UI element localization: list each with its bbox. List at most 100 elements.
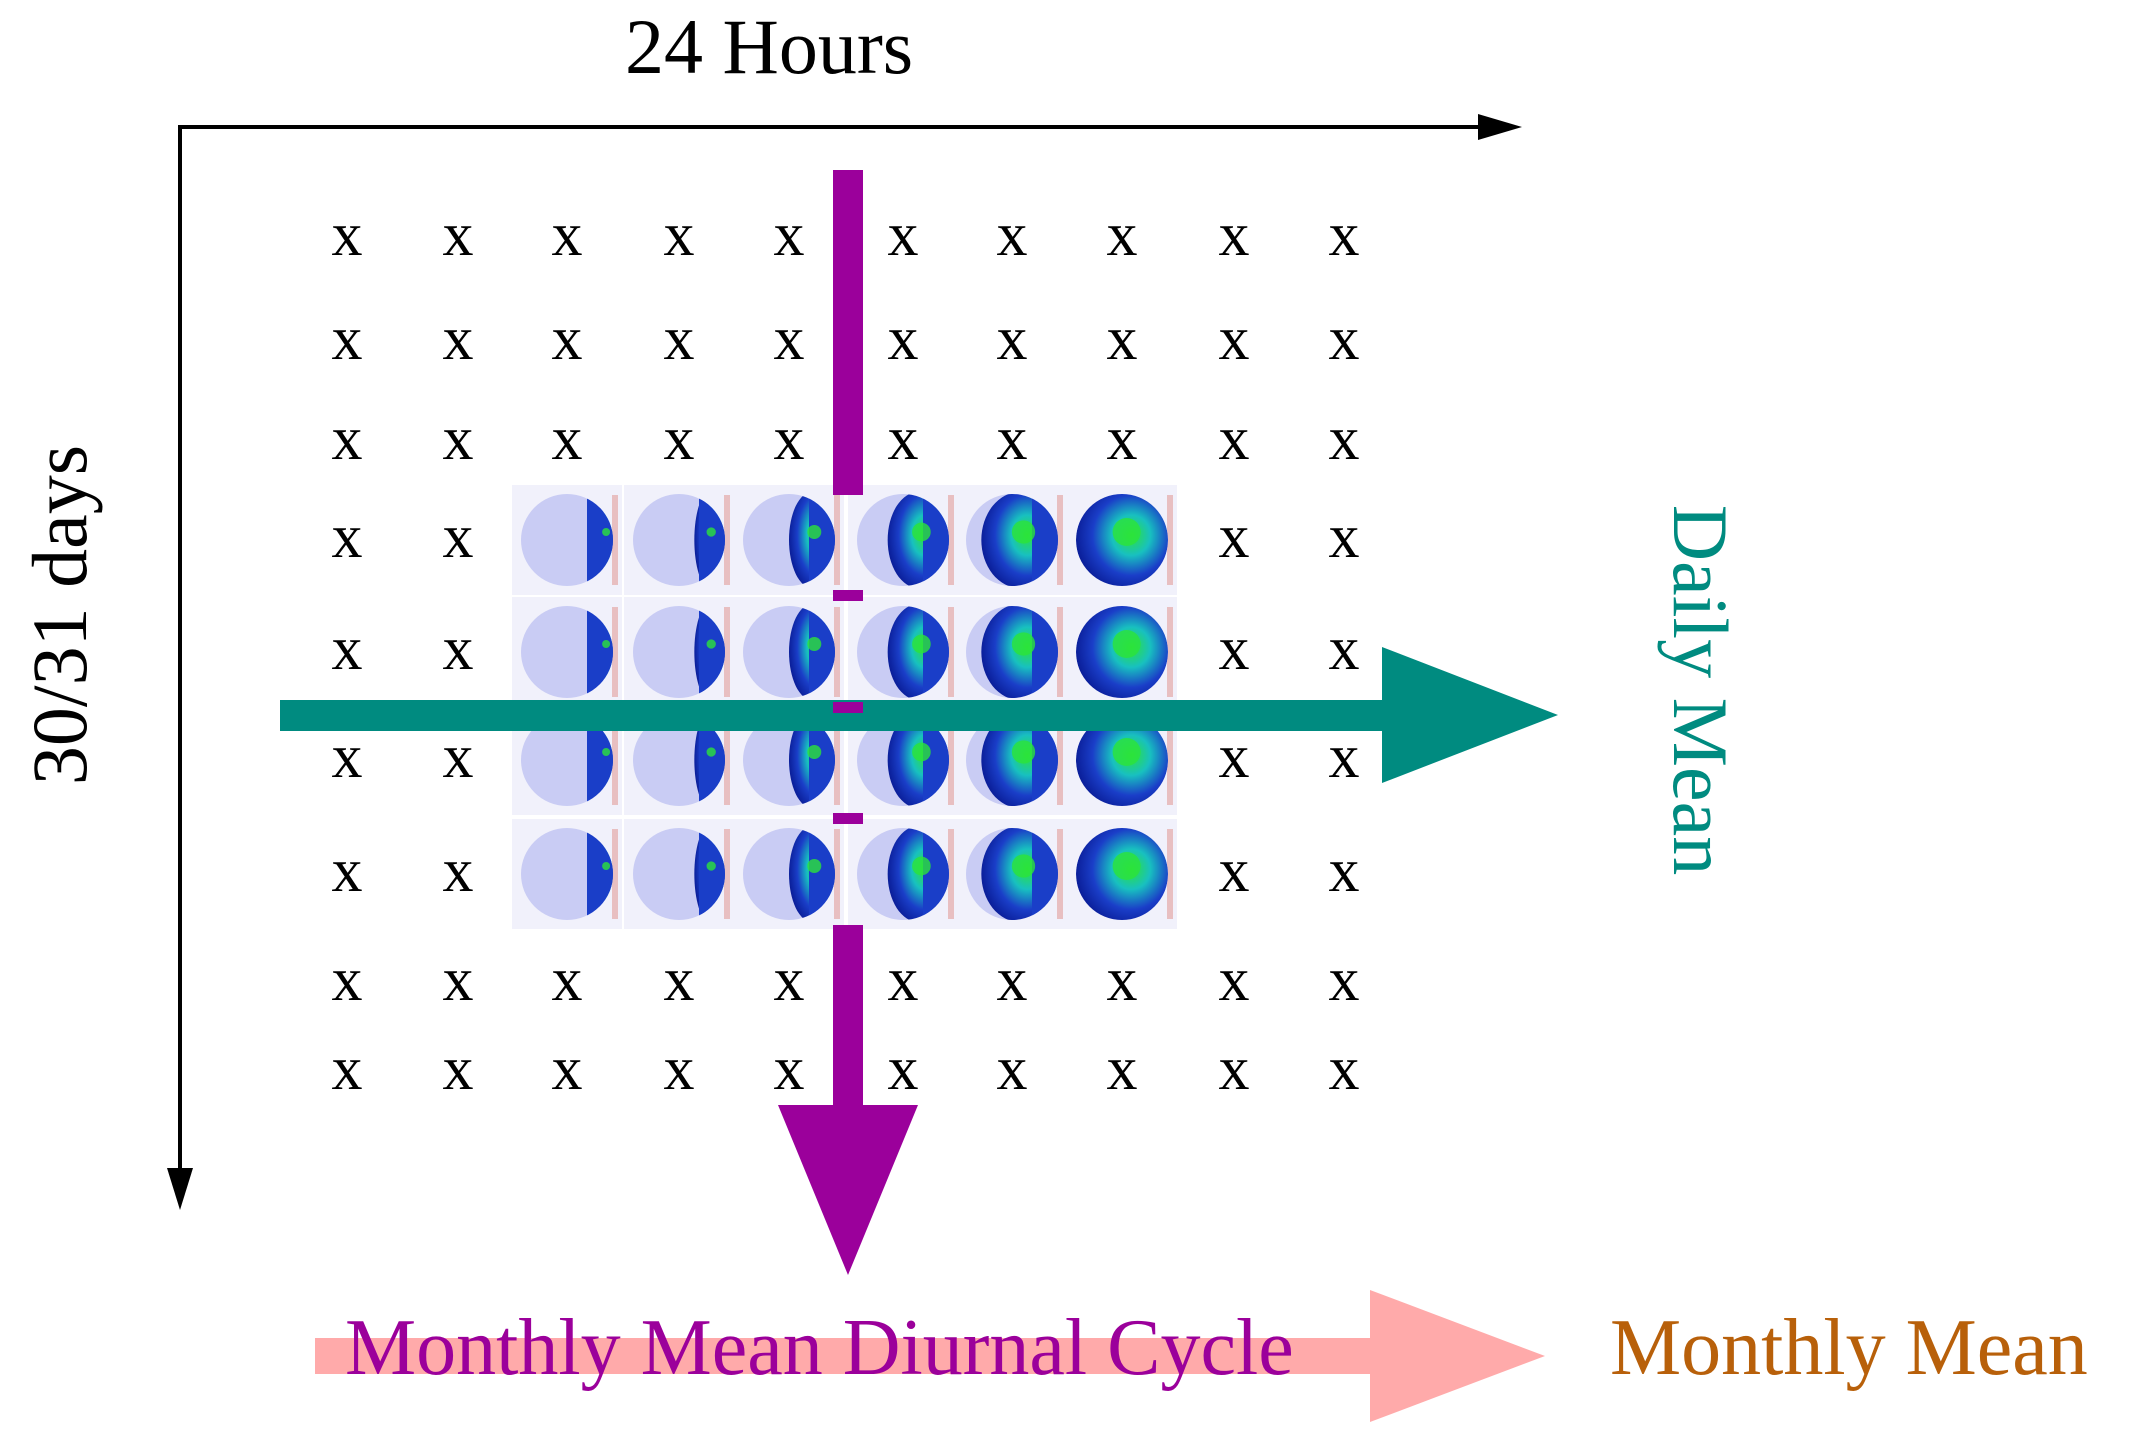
- grid-x-marker: x: [443, 946, 474, 1014]
- earth-globe-icon: [1067, 485, 1177, 595]
- grid-x-marker: x: [774, 1035, 805, 1103]
- globe-land: [1112, 852, 1141, 880]
- grid-x-marker: x: [443, 615, 474, 683]
- grid-x-marker: x: [443, 1035, 474, 1103]
- earth-globe-icon: [512, 819, 622, 929]
- vertical-axis-arrowhead: [167, 1168, 193, 1210]
- globe-land: [807, 637, 822, 651]
- monthly-mean-arrow: [315, 1290, 1545, 1422]
- globe-land: [1112, 518, 1141, 546]
- globe-color-scale: [948, 607, 954, 697]
- globe-land: [1011, 740, 1036, 764]
- globe-color-scale: [948, 715, 954, 805]
- grid-x-marker: x: [997, 201, 1028, 269]
- grid-x-marker: x: [1329, 405, 1360, 473]
- earth-globe-icon: [512, 485, 622, 595]
- globe-color-scale: [948, 495, 954, 585]
- earth-globe-icon: [957, 485, 1067, 595]
- earth-globe-icon: [734, 819, 844, 929]
- grid-x-marker: x: [888, 1035, 919, 1103]
- globe-land: [706, 747, 716, 757]
- globe-land: [912, 522, 931, 542]
- earth-globe-icon: [624, 485, 734, 595]
- grid-x-marker: x: [1329, 837, 1360, 905]
- grid-x-marker: x: [443, 305, 474, 373]
- grid-x-marker: x: [664, 405, 695, 473]
- grid-x-marker: x: [888, 305, 919, 373]
- globe-color-scale: [612, 829, 618, 919]
- grid-x-marker: x: [552, 305, 583, 373]
- globe-land: [1112, 630, 1141, 658]
- grid-x-marker: x: [332, 405, 363, 473]
- grid-x-marker: x: [443, 201, 474, 269]
- globe-land: [912, 742, 931, 762]
- grid-x-marker: x: [1219, 305, 1250, 373]
- grid-x-marker: x: [1329, 201, 1360, 269]
- days-axis-label: 30/31 days: [16, 444, 103, 786]
- grid-x-marker: x: [1219, 1035, 1250, 1103]
- grid-x-marker: x: [332, 305, 363, 373]
- observation-grid: x x x x x x x x x xx x x x x x x x x xx x x x x x x x x xx x x xx x x xx x…: [332, 201, 1360, 1103]
- grid-x-marker: x: [774, 946, 805, 1014]
- globe-land: [1112, 738, 1141, 766]
- grid-x-marker: x: [1219, 405, 1250, 473]
- grid-x-marker: x: [888, 946, 919, 1014]
- globe-color-scale: [1057, 715, 1063, 805]
- earth-globe-icon: [848, 819, 958, 929]
- globe-color-scale: [1167, 829, 1173, 919]
- globe-land: [706, 527, 716, 537]
- globe-color-scale: [724, 607, 730, 697]
- globe-land: [912, 856, 931, 876]
- grid-x-marker: x: [1329, 723, 1360, 791]
- globe-color-scale: [834, 715, 840, 805]
- diurnal-cycle-arrow: [778, 170, 918, 1275]
- earth-globe-icon: [734, 597, 844, 707]
- earth-globe-icon: [624, 819, 734, 929]
- hours-axis-label: 24 Hours: [625, 3, 914, 90]
- grid-x-marker: x: [1329, 615, 1360, 683]
- grid-x-marker: x: [1107, 405, 1138, 473]
- grid-x-marker: x: [1107, 201, 1138, 269]
- globe-color-scale: [724, 495, 730, 585]
- grid-x-marker: x: [664, 946, 695, 1014]
- grid-x-marker: x: [443, 723, 474, 791]
- grid-x-marker: x: [664, 305, 695, 373]
- grid-x-marker: x: [774, 305, 805, 373]
- grid-x-marker: x: [552, 1035, 583, 1103]
- grid-x-marker: x: [332, 723, 363, 791]
- earth-globe-icon: [624, 597, 734, 707]
- grid-x-marker: x: [552, 405, 583, 473]
- globe-land: [807, 745, 822, 759]
- grid-x-marker: x: [997, 405, 1028, 473]
- grid-x-marker: x: [332, 615, 363, 683]
- grid-x-marker: x: [997, 946, 1028, 1014]
- grid-x-marker: x: [332, 503, 363, 571]
- globe-color-scale: [834, 829, 840, 919]
- grid-x-marker: x: [443, 503, 474, 571]
- grid-x-marker: x: [1219, 615, 1250, 683]
- grid-x-marker: x: [443, 405, 474, 473]
- globe-land: [807, 525, 822, 539]
- globe-color-scale: [1057, 829, 1063, 919]
- grid-x-marker: x: [443, 837, 474, 905]
- grid-x-marker: x: [1219, 503, 1250, 571]
- grid-x-marker: x: [332, 837, 363, 905]
- horizontal-axis-arrowhead: [1478, 114, 1522, 140]
- earth-globe-icon: [734, 485, 844, 595]
- grid-x-marker: x: [1219, 723, 1250, 791]
- globe-land: [1011, 632, 1036, 656]
- globe-color-scale: [612, 607, 618, 697]
- grid-x-marker: x: [1219, 946, 1250, 1014]
- earth-globe-icon: [957, 819, 1067, 929]
- grid-x-marker: x: [1329, 946, 1360, 1014]
- globe-land: [1011, 854, 1036, 878]
- globe-color-scale: [834, 607, 840, 697]
- diurnal-cycle-label: Monthly Mean Diurnal Cycle: [345, 1304, 1294, 1392]
- earth-globe-icon: [957, 597, 1067, 707]
- globe-land: [807, 859, 822, 873]
- globe-land: [912, 634, 931, 654]
- grid-x-marker: x: [997, 1035, 1028, 1103]
- earth-globe-icon: [1067, 819, 1177, 929]
- earth-globe-icon: [848, 485, 958, 595]
